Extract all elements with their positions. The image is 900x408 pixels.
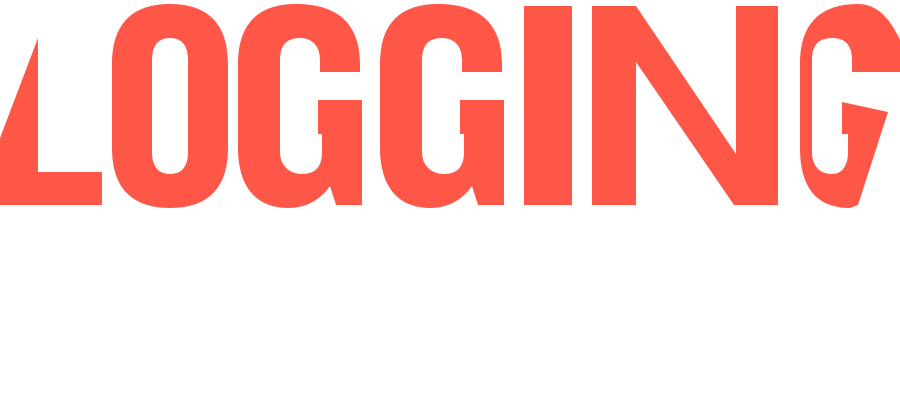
logging-wordmark-logo	[0, 4, 900, 208]
logo-letter-l	[0, 38, 102, 205]
logo-letter-n	[592, 6, 778, 205]
logo-letter-g-2	[380, 4, 504, 208]
logo-letter-g-3	[800, 4, 900, 208]
logo-letter-o	[112, 4, 228, 208]
logo-letter-i	[524, 6, 572, 205]
logo-letter-g-1	[238, 4, 362, 208]
